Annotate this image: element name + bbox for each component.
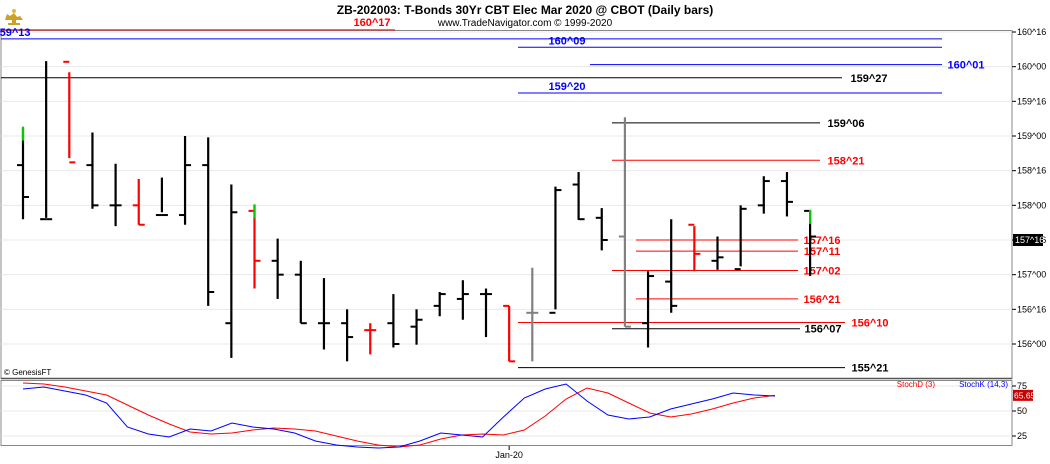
ohlc-bar [572, 172, 585, 221]
ohlc-bar [248, 204, 261, 289]
price-tick-label: 157^00 [1017, 270, 1046, 280]
ohlc-bar [780, 172, 793, 217]
stoch-panel-frame [0, 380, 1013, 446]
stoch-gridlines [1, 385, 1012, 437]
chart-title: ZB-202003: T-Bonds 30Yr CBT Elec Mar 202… [337, 3, 714, 17]
current-price-label: 157^16 [1015, 235, 1044, 245]
legend-stochk: StochK (14,3) [959, 380, 1008, 389]
ohlc-bar [549, 186, 562, 314]
ohlc-bar [711, 236, 724, 270]
price-tick-label: 160^16 [1017, 27, 1046, 37]
level-label: 160^09 [548, 35, 585, 47]
price-tick-label: 160^00 [1017, 62, 1046, 72]
ohlc-bar [480, 288, 492, 338]
ohlc-bar [734, 205, 747, 271]
ohlc-bar [642, 271, 655, 348]
level-label: 160^01 [947, 60, 984, 72]
level-label: 156^21 [803, 294, 840, 306]
price-tick-label: 156^00 [1017, 339, 1046, 349]
price-gridlines [1, 31, 1012, 345]
current-price-marker: 157^16 [1013, 234, 1044, 246]
price-levels: 160^17 159^13 160^09 160^01 159^27 159^20 159^… [0, 17, 985, 375]
price-tick-label: 159^16 [1017, 96, 1046, 106]
chart-subtitle: www.TradeNavigator.com © 1999-2020 [437, 18, 613, 29]
stoch-series-line [22, 383, 776, 449]
genie-lamp-icon [5, 9, 23, 25]
ohlc-bar [433, 292, 446, 317]
ohlc-bar [456, 280, 469, 320]
ohlc-bar [526, 267, 539, 362]
price-tick-label: 158^16 [1017, 166, 1046, 176]
stoch-last-value-marker: 65.65 [1013, 389, 1036, 401]
level-label: 159^13 [0, 27, 31, 39]
level-label: 159^27 [850, 73, 887, 85]
level-label: 157^11 [804, 246, 840, 258]
x-axis-label: Jan-20 [495, 450, 523, 460]
ohlc-bar [202, 137, 215, 306]
level-label: 156^10 [851, 318, 888, 330]
level-label: 157^02 [803, 266, 840, 278]
ohlc-bar [17, 126, 29, 220]
stoch-tick-label: 25 [1017, 431, 1027, 441]
ohlc-bar [618, 117, 631, 328]
level-label: 155^21 [851, 363, 888, 375]
price-tick-label: 159^00 [1017, 131, 1046, 141]
price-bars [17, 60, 817, 363]
ohlc-bar [688, 223, 701, 272]
ohlc-bar [86, 132, 99, 209]
stoch-tick-label: 75 [1017, 381, 1027, 391]
level-label: 156^07 [804, 324, 841, 336]
ohlc-bar [317, 278, 330, 350]
legend-stochd: StochD (3) [897, 380, 936, 389]
ohlc-bar [132, 178, 145, 226]
stoch-tick-label: 50 [1017, 406, 1027, 416]
level-label: 159^06 [827, 118, 864, 130]
ohlc-bar [503, 304, 516, 363]
ohlc-bar [294, 260, 307, 325]
ohlc-bar [757, 176, 770, 214]
stoch-axis: 75 50 25 [1012, 381, 1027, 441]
price-tick-label: 158^00 [1017, 200, 1046, 210]
level-label: 158^21 [827, 155, 864, 167]
ohlc-bar [595, 208, 608, 251]
ohlc-bar [271, 238, 284, 299]
level-label: 159^20 [548, 81, 585, 93]
ohlc-bar [63, 60, 76, 164]
ohlc-bar [410, 309, 423, 345]
ohlc-bar [804, 209, 817, 277]
ohlc-bar [341, 309, 354, 362]
ohlc-bar [387, 294, 400, 348]
ohlc-bar [109, 163, 122, 227]
ohlc-bar [40, 61, 53, 221]
ohlc-bar [225, 184, 238, 358]
stoch-lines [22, 382, 776, 449]
ohlc-bar [155, 177, 168, 217]
ohlc-bar [179, 136, 192, 225]
level-label: 160^17 [353, 17, 390, 29]
ohlc-bar [364, 323, 377, 355]
ohlc-bar [665, 219, 678, 313]
stoch-last-value: 65.65 [1014, 390, 1036, 400]
level-label: 157^16 [803, 235, 840, 247]
watermark: © GenesisFT [4, 368, 51, 377]
price-tick-label: 156^16 [1017, 304, 1046, 314]
